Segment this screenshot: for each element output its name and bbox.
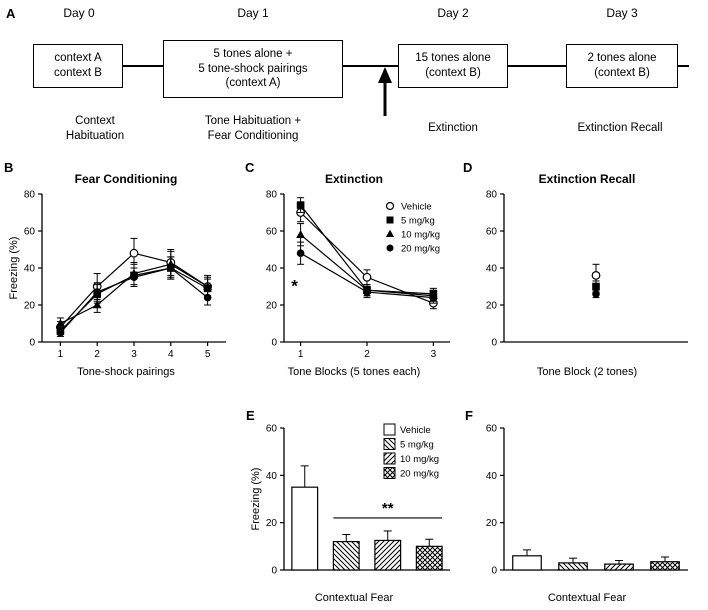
svg-text:20 mg/kg: 20 mg/kg [400,469,439,480]
panel-label-a: A [6,6,16,21]
svg-text:40: 40 [266,264,278,275]
chart-title-fear-conditioning: Fear Conditioning [74,172,178,186]
phase-label-0: Context Habituation [65,115,125,142]
phase-label-2: Extinction [428,122,478,134]
svg-text:60: 60 [266,424,278,435]
svg-text:0: 0 [491,338,497,349]
svg-text:1: 1 [298,349,304,360]
svg-text:3: 3 [131,349,137,360]
svg-text:0: 0 [271,338,277,349]
xaxis-label-extinction: Tone Blocks (5 tones each) [287,366,421,378]
contextual-fear-bar-chart: 0 20 40 60 Freezing (%) Vehicle 5 mg/kg 10 mg/k… [250,423,450,577]
svg-text:40: 40 [486,264,498,275]
svg-text:40: 40 [486,471,498,482]
day-label-0: Day 0 [63,6,95,20]
panel-label-c: C [245,160,255,175]
svg-text:10 mg/kg: 10 mg/kg [401,230,440,241]
svg-text:1: 1 [58,349,64,360]
panel-label-b: B [4,160,14,175]
svg-text:2: 2 [94,349,100,360]
svg-text:60: 60 [266,227,278,238]
panel-label-f: F [465,408,473,423]
svg-text:0: 0 [271,566,277,577]
svg-text:60: 60 [486,227,498,238]
svg-text:60: 60 [486,424,498,435]
svg-text:10 mg/kg: 10 mg/kg [400,454,439,465]
svg-text:20: 20 [24,301,36,312]
panel-label-e: E [246,408,255,423]
day-label-2: Day 2 [437,6,469,20]
day-label-1: Day 1 [237,6,269,20]
svg-text:5 mg/kg: 5 mg/kg [401,216,435,227]
svg-text:20: 20 [486,301,498,312]
svg-text:Vehicle: Vehicle [400,425,431,436]
svg-text:0: 0 [29,338,35,349]
chart-title-extinction-recall: Extinction Recall [538,172,636,186]
svg-text:40: 40 [266,471,278,482]
svg-text:2: 2 [364,349,370,360]
xaxis-label-extinction-recall: Tone Block (2 tones) [536,366,638,378]
svg-text:0: 0 [491,566,497,577]
timeline-box-day0: context A context B [33,44,123,88]
svg-text:60: 60 [24,227,36,238]
svg-text:40: 40 [24,264,36,275]
panel-label-d: D [463,160,473,175]
svg-text:Freezing (%): Freezing (%) [250,468,262,531]
xaxis-label-fear-conditioning: Tone-shock pairings [77,366,175,378]
extinction-line-chart: 0 20 40 60 80 1 2 3 Vehicle 5 mg/kg 10 mg/kg 20 mg/… [266,190,450,360]
svg-text:80: 80 [266,190,278,201]
timeline-box-day3: 2 tones alone (context B) [566,44,678,88]
xaxis-label-contextual-fear-recall: Contextual Fear [547,592,627,604]
timeline-line [33,65,689,67]
day-label-3: Day 3 [606,6,638,20]
chart-title-extinction: Extinction [324,172,383,186]
svg-text:3: 3 [431,349,437,360]
svg-text:20 mg/kg: 20 mg/kg [401,244,440,255]
timeline-box-day1: 5 tones alone + 5 tone-shock pairings (c… [163,40,343,98]
phase-label-3: Extinction Recall [577,122,663,134]
extinction-recall-line-chart: 0 20 40 60 80 [486,190,688,349]
svg-text:20: 20 [266,518,278,529]
svg-text:4: 4 [168,349,174,360]
svg-text:80: 80 [486,190,498,201]
contextual-fear-recall-bar-chart: 0 20 40 60 [486,424,688,577]
svg-text:Vehicle: Vehicle [401,202,432,213]
injection-arrow-icon [378,67,392,116]
timeline-box-day2: 15 tones alone (context B) [398,44,508,88]
svg-text:20: 20 [486,518,498,529]
svg-text:5: 5 [205,349,211,360]
svg-text:Freezing (%): Freezing (%) [8,237,20,300]
svg-text:80: 80 [24,190,36,201]
svg-text:20: 20 [266,301,278,312]
phase-label-1: Tone Habituation + Fear Conditioning [204,115,302,142]
svg-text:**: ** [382,500,394,517]
xaxis-label-contextual-fear: Contextual Fear [314,592,394,604]
fear-conditioning-line-chart: 0 20 40 60 80 1 2 3 4 5 Freezing (%) [8,190,226,360]
svg-text:*: * [291,276,298,295]
svg-text:5 mg/kg: 5 mg/kg [400,440,434,451]
